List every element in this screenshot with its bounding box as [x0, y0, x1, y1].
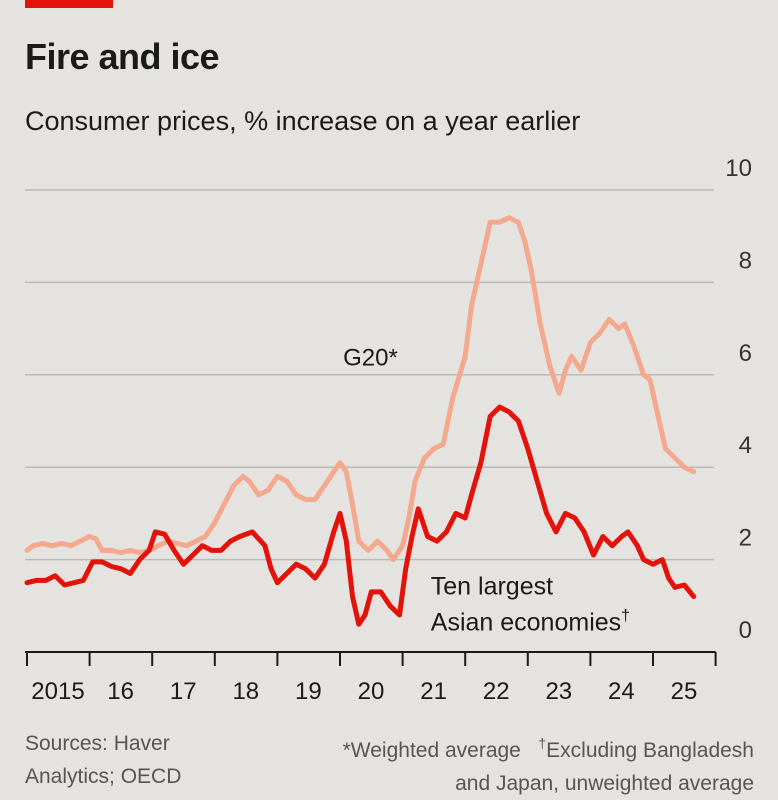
x-tick-label-20: 20	[358, 678, 385, 705]
y-axis-labels: 0 2 4 6 8 10	[725, 155, 752, 644]
x-tick-label-16: 16	[107, 678, 134, 705]
brand-accent-bar	[25, 0, 113, 8]
footnote-weighted: *Weighted average	[342, 739, 521, 762]
series-label-g20: G20*	[343, 345, 398, 372]
sources-note: Sources: Haver Analytics; OECD	[25, 727, 181, 793]
sources-line-1: Sources: Haver	[25, 732, 170, 755]
footnote-line-2: and Japan, unweighted average	[455, 772, 754, 795]
chart-title: Fire and ice	[25, 36, 220, 77]
footnote-dagger: †	[538, 735, 547, 751]
x-tick-label-22: 22	[483, 678, 510, 705]
x-tick-label-21: 21	[420, 678, 447, 705]
y-tick-label-4: 4	[739, 432, 752, 459]
chart-subtitle: Consumer prices, % increase on a year ea…	[25, 106, 581, 136]
x-tick-label-19: 19	[295, 678, 322, 705]
x-tick-label-24: 24	[608, 678, 635, 705]
y-tick-label-6: 6	[739, 340, 752, 367]
sources-line-2: Analytics; OECD	[25, 765, 182, 788]
series-label-asia-line-2: Asian economies†	[431, 607, 630, 636]
x-axis: 2015 16 17 18 19 20 21 22 23 24 25	[25, 651, 717, 705]
series-label-asia-dagger: †	[621, 607, 630, 624]
x-tick-label-2015: 2015	[31, 678, 84, 705]
series-line-asia	[24, 404, 697, 627]
footnotes: *Weighted average †Excluding Bangladesh …	[343, 727, 754, 800]
y-tick-label-10: 10	[725, 155, 752, 182]
y-tick-label-2: 2	[739, 525, 752, 552]
x-tick-label-18: 18	[232, 678, 259, 705]
y-tick-label-8: 8	[739, 247, 752, 274]
gridlines	[25, 189, 714, 561]
series-lines	[24, 215, 697, 627]
footnote-line-1: *Weighted average †Excluding Bangladesh	[343, 727, 754, 767]
series-line-g20	[24, 215, 697, 563]
x-tick-label-25: 25	[671, 678, 698, 705]
footnote-excluding: Excluding Bangladesh	[546, 739, 754, 762]
x-tick-label-17: 17	[170, 678, 197, 705]
series-labels: G20* Ten largest Asian economies†	[343, 345, 630, 637]
x-tick-label-23: 23	[545, 678, 572, 705]
y-tick-label-0: 0	[739, 617, 752, 644]
series-label-asia-line-1: Ten largest	[431, 572, 553, 600]
